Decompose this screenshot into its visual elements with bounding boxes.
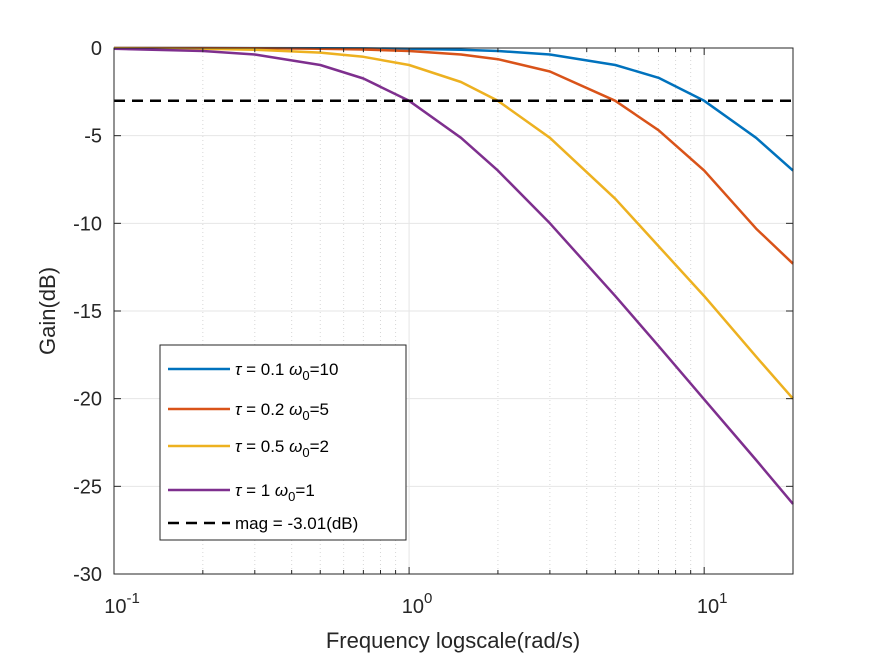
legend-entry-reference: mag = -3.01(dB) — [235, 514, 358, 533]
y-tick-label: -30 — [73, 564, 102, 586]
legend-text-part: =10 — [310, 360, 339, 379]
y-tick-label: -25 — [73, 476, 102, 498]
x-tick-label: 101 — [697, 590, 728, 618]
x-tick-exponent: -1 — [126, 590, 139, 607]
x-tick-label: 10-1 — [104, 590, 140, 618]
legend-text-part: 0 — [302, 445, 309, 460]
legend-text-part: ω — [275, 481, 288, 500]
legend-text-part: 0 — [302, 408, 309, 423]
x-tick-label: 100 — [402, 590, 433, 618]
legend-text-part: τ — [235, 437, 243, 456]
x-tick-base: 10 — [697, 596, 719, 618]
legend-text-part: =2 — [310, 437, 329, 456]
legend-text-part: τ — [235, 400, 243, 419]
series-line-3 — [113, 46, 794, 400]
y-tick-label: 0 — [91, 38, 102, 60]
legend-entry-4: τ = 1 ω0=1 — [235, 481, 315, 504]
x-tick-base: 10 — [402, 596, 424, 618]
axis-ticks — [113, 47, 794, 575]
y-tick-labels: 0 -5 -10 -15 -20 -25 -30 — [73, 38, 102, 586]
legend-text-part: 0 — [288, 489, 295, 504]
legend-text-part: = 0.5 — [241, 437, 289, 456]
legend-text-part: τ — [235, 481, 243, 500]
x-tick-exponent: 0 — [424, 590, 432, 607]
legend-entry-1: τ = 0.1 ω0=10 — [235, 360, 338, 383]
legend-text-part: =5 — [310, 400, 329, 419]
y-tick-label: -15 — [73, 301, 102, 323]
x-tick-exponent: 1 — [719, 590, 727, 607]
y-tick-label: -20 — [73, 389, 102, 411]
legend: τ = 0.1 ω0=10τ = 0.2 ω0=5τ = 0.5 ω0=2τ =… — [159, 344, 407, 541]
legend-entry-2: τ = 0.2 ω0=5 — [235, 400, 329, 423]
x-axis-label: Frequency logscale(rad/s) — [326, 628, 580, 653]
legend-box — [159, 344, 407, 541]
x-tick-base: 10 — [104, 596, 126, 618]
legend-text-part: =1 — [295, 481, 314, 500]
y-tick-label: -10 — [73, 213, 102, 235]
legend-text-part: = 0.2 — [241, 400, 289, 419]
legend-text-part: = 1 — [241, 481, 275, 500]
legend-text-part: 0 — [302, 368, 309, 383]
legend-text-part: τ — [235, 360, 243, 379]
y-tick-label: -5 — [84, 126, 102, 148]
legend-text-part: ω — [289, 400, 302, 419]
legend-text-part: ω — [289, 360, 302, 379]
series-line-4 — [113, 47, 794, 505]
legend-entry-3: τ = 0.5 ω0=2 — [235, 437, 329, 460]
legend-text-part: = 0.1 — [241, 360, 289, 379]
x-tick-labels: 10-1 100 101 — [104, 590, 727, 618]
legend-text-part: ω — [289, 437, 302, 456]
y-axis-label: Gain(dB) — [35, 267, 60, 355]
